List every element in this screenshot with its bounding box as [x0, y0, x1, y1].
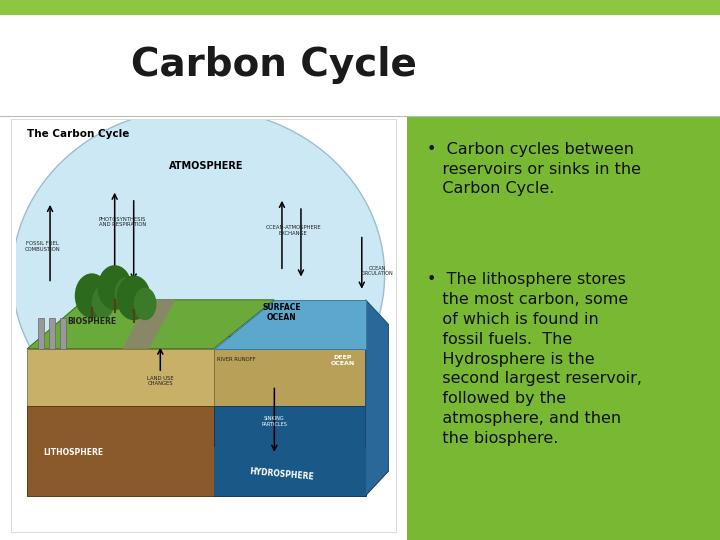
Text: ATMOSPHERE: ATMOSPHERE	[168, 161, 243, 171]
Text: BIOSPHERE: BIOSPHERE	[67, 318, 117, 326]
Ellipse shape	[117, 275, 150, 320]
Bar	[37, 318, 44, 349]
Ellipse shape	[114, 278, 138, 310]
Text: LITHOSPHERE: LITHOSPHERE	[42, 448, 103, 457]
Text: •  The lithosphere stores
   the most carbon, some
   of which is found in
   fo: • The lithosphere stores the most carbon…	[427, 272, 642, 446]
Text: DEEP
OCEAN: DEEP OCEAN	[330, 355, 355, 366]
Polygon shape	[214, 300, 366, 349]
Text: LAND USE
CHANGES: LAND USE CHANGES	[147, 376, 174, 387]
Polygon shape	[122, 300, 176, 349]
Ellipse shape	[12, 108, 384, 442]
Text: Carbon Cycle: Carbon Cycle	[130, 46, 417, 84]
Bar	[60, 318, 66, 349]
Polygon shape	[27, 471, 388, 496]
Bar	[407, 116, 720, 540]
Polygon shape	[214, 349, 366, 406]
Polygon shape	[214, 447, 366, 496]
Text: OCEAN
CIRCULATION: OCEAN CIRCULATION	[361, 266, 393, 276]
Text: HYDROSPHERE: HYDROSPHERE	[249, 467, 315, 481]
Polygon shape	[366, 300, 388, 496]
Ellipse shape	[134, 288, 156, 320]
Text: RIVER RUNOFF: RIVER RUNOFF	[217, 357, 256, 362]
Text: FOSSIL FUEL
COMBUSTION: FOSSIL FUEL COMBUSTION	[24, 241, 60, 252]
Text: SURFACE
OCEAN: SURFACE OCEAN	[263, 303, 301, 322]
Ellipse shape	[75, 273, 109, 318]
Bar	[11, 119, 396, 532]
Polygon shape	[214, 406, 366, 496]
Polygon shape	[27, 300, 274, 349]
Text: •  Carbon cycles between
   reservoirs or sinks in the
   Carbon Cycle.: • Carbon cycles between reservoirs or si…	[427, 142, 641, 197]
Text: The Carbon Cycle: The Carbon Cycle	[27, 129, 130, 139]
Text: SINKING
PARTICLES: SINKING PARTICLES	[261, 416, 287, 427]
Bar	[0, 0, 720, 15]
Text: PHOTOSYNTHESIS
AND RESPIRATION: PHOTOSYNTHESIS AND RESPIRATION	[89, 506, 133, 517]
Ellipse shape	[98, 265, 132, 310]
Polygon shape	[27, 349, 214, 406]
Polygon shape	[27, 406, 214, 496]
Bar	[49, 318, 55, 349]
Text: OCEAN-ATMOSPHERE
EXCHANGE: OCEAN-ATMOSPHERE EXCHANGE	[266, 225, 321, 235]
Ellipse shape	[92, 286, 114, 318]
Text: PHOTOSYNTHESIS
AND RESPIRATION: PHOTOSYNTHESIS AND RESPIRATION	[99, 217, 146, 227]
